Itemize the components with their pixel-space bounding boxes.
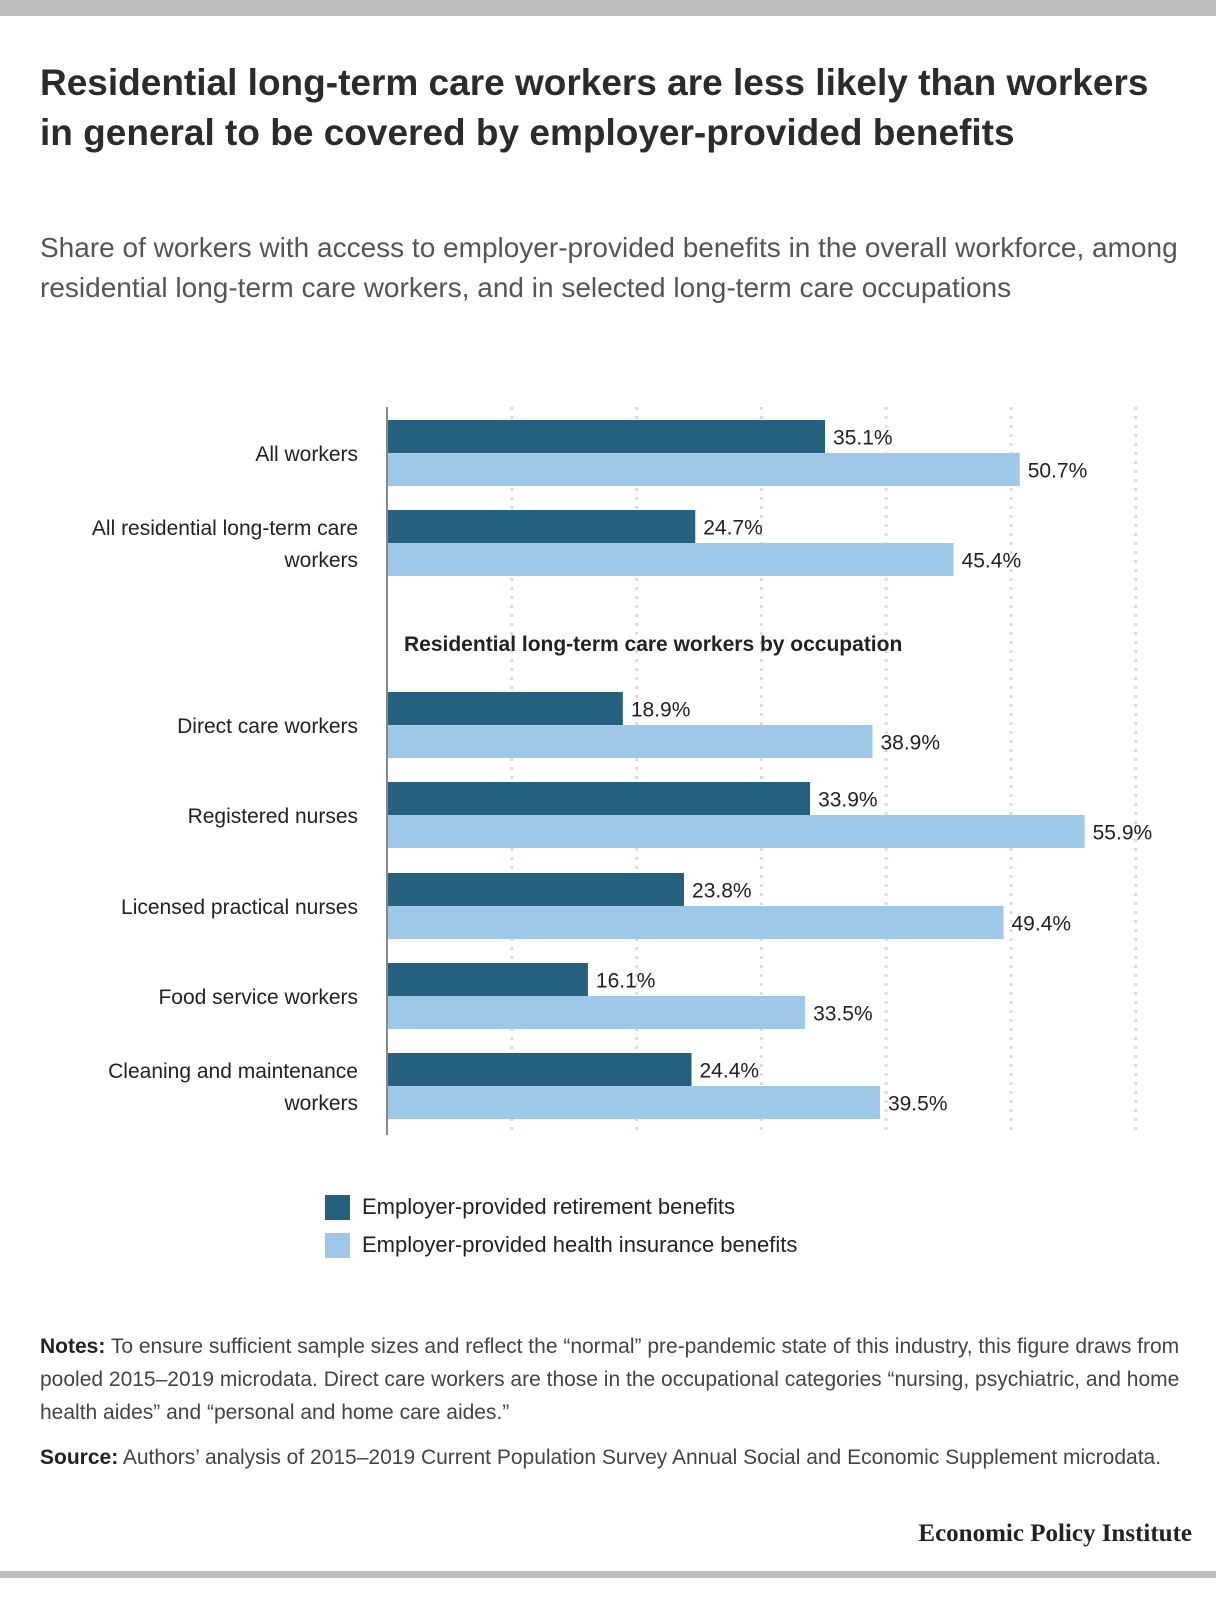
notes-paragraph: Notes: To ensure sufficient sample sizes… bbox=[40, 1330, 1190, 1429]
bar-health bbox=[387, 543, 954, 576]
data-label: 24.7% bbox=[703, 517, 763, 540]
bar-chart: 35.1% 24.7% 18.9% 33.9% 23.8% 16.1% 24.4% 50.7%… bbox=[92, 407, 1153, 1135]
bar-retirement bbox=[387, 510, 696, 543]
category-label: Licensed practical nurses bbox=[121, 896, 358, 919]
bar-health bbox=[387, 725, 873, 758]
bar-health bbox=[387, 906, 1004, 939]
bottom-border bbox=[0, 1571, 1216, 1578]
data-label: 50.7% bbox=[1028, 460, 1088, 483]
legend-swatch-health bbox=[325, 1232, 350, 1258]
top-border bbox=[0, 0, 1216, 16]
legend-label-retirement: Employer-provided retirement benefits bbox=[362, 1194, 735, 1219]
source-paragraph: Source: Authors’ analysis of 2015–2019 C… bbox=[40, 1441, 1190, 1474]
category-label: All workers bbox=[255, 443, 358, 466]
bar-retirement bbox=[387, 963, 588, 996]
data-label: 24.4% bbox=[700, 1060, 760, 1083]
bar-retirement bbox=[387, 1053, 692, 1086]
bar-retirement bbox=[387, 420, 826, 453]
category-label: Cleaning and maintenance workers bbox=[108, 1060, 358, 1115]
legend-item-retirement: Employer-provided retirement benefits bbox=[325, 1188, 797, 1226]
bar-health bbox=[387, 815, 1085, 848]
bar-health bbox=[387, 996, 806, 1029]
notes-text: To ensure sufficient sample sizes and re… bbox=[40, 1335, 1180, 1424]
source-text: Authors’ analysis of 2015–2019 Current P… bbox=[122, 1446, 1162, 1469]
source-label: Source: bbox=[40, 1446, 119, 1469]
legend-item-health: Employer-provided health insurance benef… bbox=[325, 1226, 797, 1264]
category-label: All residential long-term care workers bbox=[92, 517, 358, 572]
bar-retirement bbox=[387, 782, 811, 815]
category-label: Food service workers bbox=[158, 986, 358, 1009]
data-label: 33.5% bbox=[813, 1003, 873, 1026]
notes-section: Notes: To ensure sufficient sample sizes… bbox=[40, 1330, 1190, 1486]
data-label: 45.4% bbox=[962, 550, 1022, 573]
data-label: 55.9% bbox=[1093, 822, 1153, 845]
chart-subtitle: Share of workers with access to employer… bbox=[40, 232, 1178, 303]
legend-swatch-retirement bbox=[325, 1194, 350, 1220]
data-label: 49.4% bbox=[1012, 913, 1072, 936]
group-heading: Residential long-term care workers by oc… bbox=[404, 633, 902, 656]
data-label: 18.9% bbox=[631, 699, 691, 722]
bar-health bbox=[387, 1086, 880, 1119]
bar-retirement bbox=[387, 692, 623, 725]
category-label: Registered nurses bbox=[188, 805, 358, 828]
chart-title: Residential long-term care workers are l… bbox=[40, 62, 1149, 153]
bar-health bbox=[387, 453, 1020, 486]
legend: Employer-provided retirement benefits Em… bbox=[325, 1188, 797, 1264]
data-label: 33.9% bbox=[818, 789, 878, 812]
bar-retirement bbox=[387, 873, 685, 906]
legend-label-health: Employer-provided health insurance benef… bbox=[362, 1232, 798, 1257]
notes-label: Notes: bbox=[40, 1335, 106, 1358]
category-label: Direct care workers bbox=[177, 715, 358, 738]
data-label: 35.1% bbox=[833, 427, 893, 450]
brand-logo-text: Economic Policy Institute bbox=[918, 1520, 1192, 1547]
data-label: 39.5% bbox=[888, 1093, 948, 1116]
data-label: 16.1% bbox=[596, 970, 656, 993]
data-label: 38.9% bbox=[880, 732, 940, 755]
data-label: 23.8% bbox=[692, 880, 752, 903]
